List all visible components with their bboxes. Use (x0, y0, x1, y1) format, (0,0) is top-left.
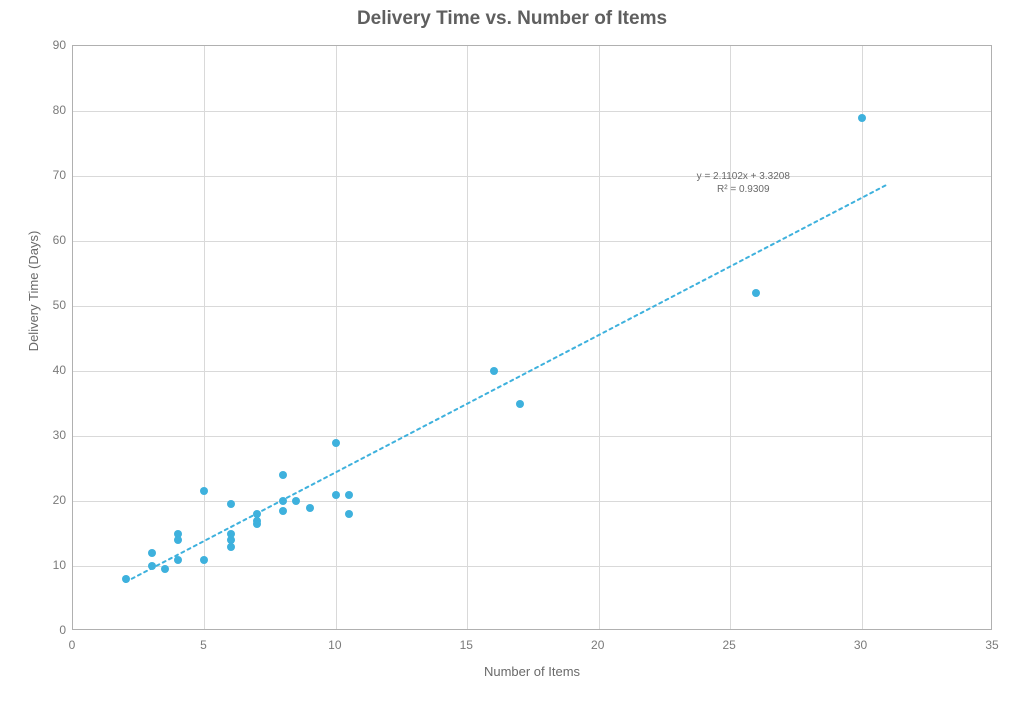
data-point (332, 491, 340, 499)
y-tick-label: 40 (44, 363, 66, 377)
data-point (148, 562, 156, 570)
y-tick-label: 20 (44, 493, 66, 507)
data-point (332, 439, 340, 447)
equation-text: y = 2.1102x + 3.3208 (697, 170, 790, 183)
x-tick-label: 10 (328, 638, 341, 652)
r-squared-text: R² = 0.9309 (697, 183, 790, 196)
data-point (174, 536, 182, 544)
x-tick-label: 20 (591, 638, 604, 652)
y-tick-label: 30 (44, 428, 66, 442)
x-tick-label: 5 (200, 638, 207, 652)
data-point (752, 289, 760, 297)
data-point (279, 471, 287, 479)
y-tick-label: 0 (44, 623, 66, 637)
data-point (148, 549, 156, 557)
data-point (161, 565, 169, 573)
trendline (73, 46, 993, 631)
data-point (292, 497, 300, 505)
scatter-chart: Delivery Time vs. Number of Items y = 2.… (0, 0, 1024, 704)
trendline-equation: y = 2.1102x + 3.3208R² = 0.9309 (697, 170, 790, 196)
data-point (200, 556, 208, 564)
y-tick-label: 10 (44, 558, 66, 572)
data-point (227, 530, 235, 538)
y-tick-label: 70 (44, 168, 66, 182)
data-point (279, 497, 287, 505)
x-tick-label: 35 (985, 638, 998, 652)
data-point (279, 507, 287, 515)
y-axis-label: Delivery Time (Days) (26, 174, 41, 408)
y-tick-label: 90 (44, 38, 66, 52)
x-tick-label: 0 (69, 638, 76, 652)
y-tick-label: 60 (44, 233, 66, 247)
data-point (174, 556, 182, 564)
data-point (200, 487, 208, 495)
y-tick-label: 50 (44, 298, 66, 312)
x-axis-label: Number of Items (72, 664, 992, 679)
data-point (345, 510, 353, 518)
data-point (516, 400, 524, 408)
chart-title: Delivery Time vs. Number of Items (0, 8, 1024, 30)
x-tick-label: 30 (854, 638, 867, 652)
data-point (122, 575, 130, 583)
data-point (253, 520, 261, 528)
data-point (227, 500, 235, 508)
data-point (253, 510, 261, 518)
data-point (227, 543, 235, 551)
data-point (858, 114, 866, 122)
plot-area: y = 2.1102x + 3.3208R² = 0.9309 (72, 45, 992, 630)
x-tick-label: 15 (460, 638, 473, 652)
data-point (345, 491, 353, 499)
data-point (306, 504, 314, 512)
y-tick-label: 80 (44, 103, 66, 117)
x-tick-label: 25 (722, 638, 735, 652)
data-point (490, 367, 498, 375)
